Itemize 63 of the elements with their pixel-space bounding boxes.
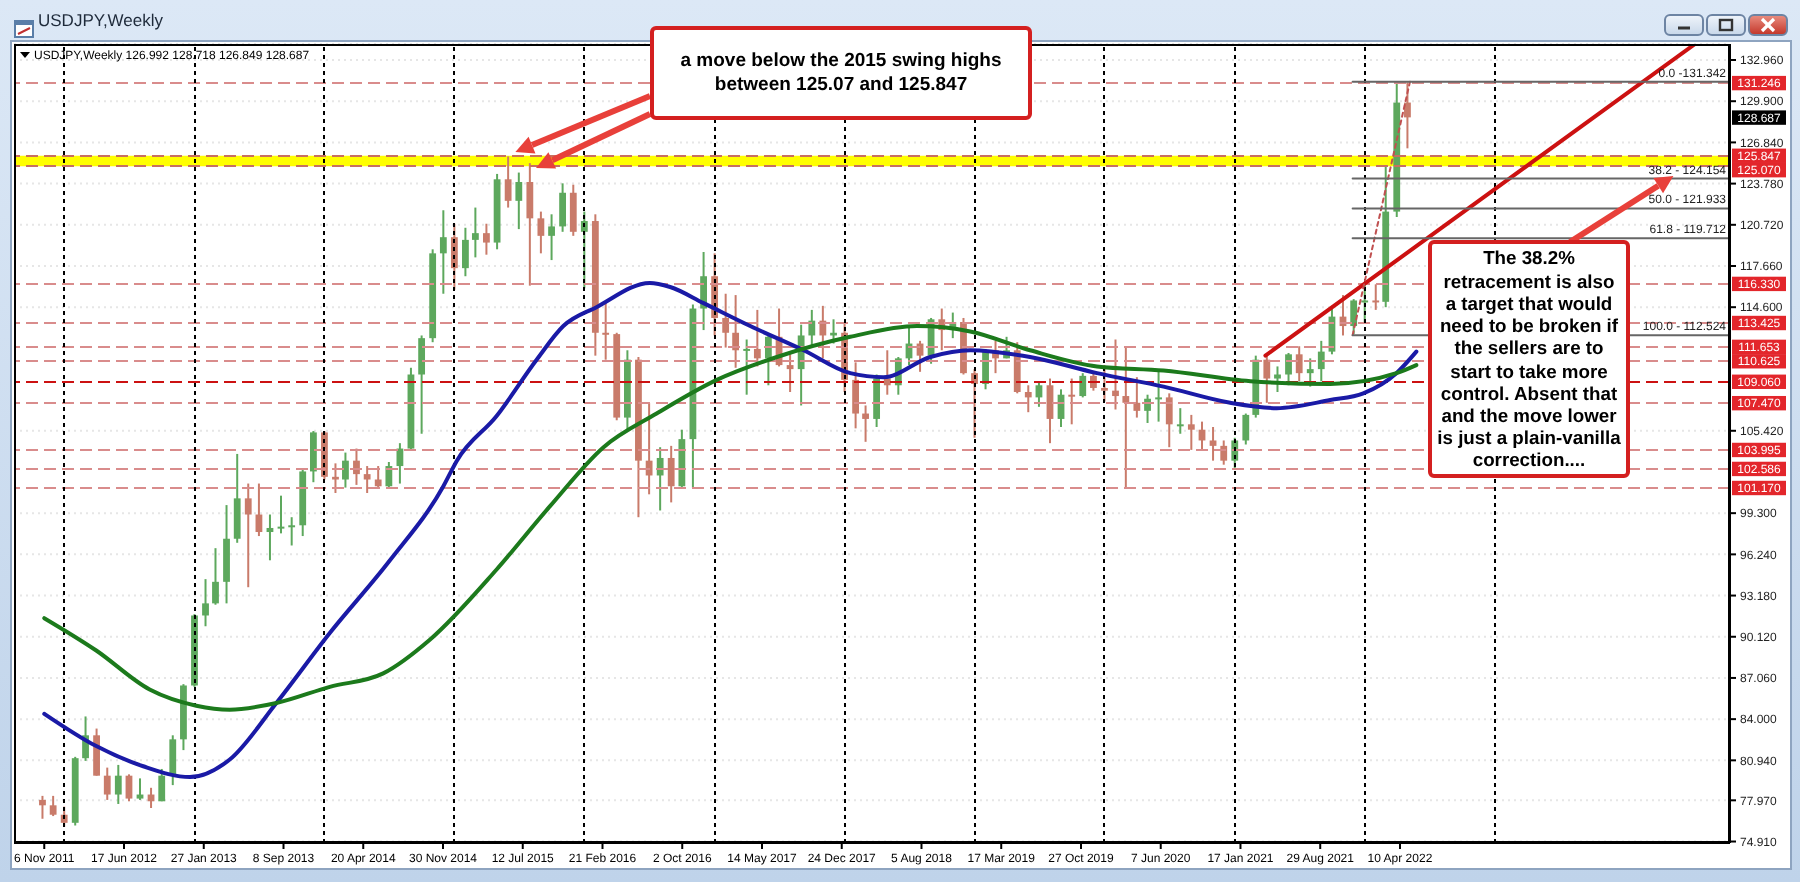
candlestick	[169, 734, 177, 787]
candlestick	[852, 361, 860, 430]
candlestick	[1209, 426, 1217, 462]
candlestick	[722, 292, 730, 349]
candlestick	[515, 171, 523, 231]
candlestick	[93, 727, 100, 777]
candlestick	[374, 465, 382, 489]
candlestick	[1068, 377, 1076, 426]
candlestick	[1165, 392, 1173, 449]
candlestick	[309, 430, 317, 484]
candlestick	[223, 504, 230, 605]
candlestick	[471, 206, 479, 259]
candlestick	[602, 302, 610, 361]
candlestick	[233, 452, 241, 544]
candlestick	[1079, 372, 1087, 399]
candlestick	[202, 578, 209, 628]
candlestick	[288, 516, 296, 547]
candlestick	[1242, 412, 1250, 446]
candlestick	[678, 428, 686, 489]
candlestick	[439, 209, 447, 295]
candlestick	[1176, 407, 1184, 435]
candlestick	[559, 182, 566, 233]
candlestick	[212, 547, 219, 606]
candlestick	[39, 794, 46, 820]
candlestick	[537, 210, 545, 255]
candlestick	[1274, 365, 1281, 394]
line-series	[42, 324, 1419, 712]
candlestick	[1306, 357, 1314, 388]
candlestick	[1155, 369, 1162, 423]
candlestick	[667, 444, 675, 504]
callout-box: a move below the 2015 swing highs between 125.07 and 125.847	[650, 26, 1032, 120]
candlestick	[1372, 283, 1380, 311]
candlestick	[1350, 298, 1358, 336]
candlestick	[342, 451, 349, 489]
candlestick	[483, 222, 490, 256]
candlestick	[1133, 376, 1141, 419]
callout-box: The 38.2% retracement is also a target that would need to be broken if the sellers are to start to take more control. Absent that and the move lower is just a plain-vanilla correction....	[1428, 240, 1630, 478]
candlestick	[462, 226, 469, 278]
candlestick	[332, 462, 339, 494]
candlestick	[1122, 345, 1130, 489]
candlestick	[1112, 338, 1119, 411]
chart-title: USDJPY,Weekly	[38, 10, 164, 30]
candlestick	[1295, 345, 1303, 383]
candlestick	[1187, 413, 1195, 451]
candlestick	[114, 763, 122, 805]
candlestick	[1263, 354, 1271, 404]
candlestick	[743, 338, 751, 396]
candlestick	[49, 794, 57, 818]
candlestick	[580, 210, 588, 290]
annotation: a move below the 2015 swing highs between 125.07 and 125.847	[678, 49, 1004, 97]
candlestick	[862, 404, 869, 443]
candlestick	[1024, 384, 1032, 414]
candlestick	[363, 465, 371, 494]
candlestick	[103, 766, 111, 801]
candlestick	[569, 183, 577, 237]
candlestick	[418, 334, 426, 435]
candlestick	[548, 213, 555, 262]
candlestick	[385, 461, 393, 490]
candlestick	[1220, 439, 1228, 466]
candlestick	[244, 482, 252, 589]
candlestick	[1361, 283, 1369, 323]
candlestick	[158, 767, 166, 803]
candlestick	[1317, 339, 1325, 383]
